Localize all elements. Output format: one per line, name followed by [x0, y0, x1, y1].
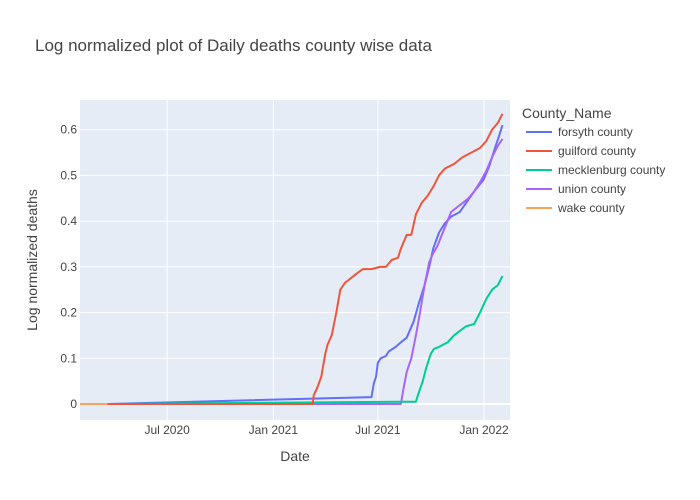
legend-item-label: mecklenburg county	[558, 163, 665, 177]
x-tick-labels: Jul 2020 Jan 2021 Jul 2021 Jan 2022	[144, 423, 509, 437]
series-line-guilford-county	[107, 113, 504, 405]
legend-item-label: forsyth county	[558, 125, 633, 139]
series-line-union-county	[107, 138, 504, 405]
legend: County_Name forsyth county guilford count…	[522, 105, 665, 215]
y-tick-label: 0.3	[60, 260, 77, 274]
y-tick-label: 0	[70, 397, 77, 411]
legend-items: forsyth county guilford county mecklenburg…	[526, 125, 665, 215]
x-tick-label: Jan 2022	[459, 423, 509, 437]
legend-title: County_Name	[522, 105, 612, 121]
legend-item-label: wake county	[557, 201, 625, 215]
y-tick-label: 0.5	[60, 168, 77, 182]
y-tick-label: 0.4	[60, 214, 77, 228]
legend-item-label: guilford county	[558, 144, 636, 158]
legend-item-label: union county	[558, 182, 626, 196]
x-tick-label: Jul 2020	[144, 423, 190, 437]
y-tick-label: 0.6	[60, 123, 77, 137]
y-tick-label: 0.2	[60, 306, 77, 320]
plot-area	[80, 100, 510, 420]
chart-title: Log normalized plot of Daily deaths coun…	[35, 36, 432, 55]
series-line-mecklenburg-county	[107, 275, 504, 405]
y-tick-label: 0.1	[60, 351, 77, 365]
y-axis-label: Log normalized deaths	[24, 189, 40, 331]
x-tick-label: Jan 2021	[249, 423, 299, 437]
x-axis-label: Date	[280, 448, 310, 464]
y-tick-labels: 0 0.1 0.2 0.3 0.4 0.5 0.6	[60, 123, 77, 411]
series-lines	[80, 113, 504, 405]
x-tick-label: Jul 2021	[355, 423, 401, 437]
